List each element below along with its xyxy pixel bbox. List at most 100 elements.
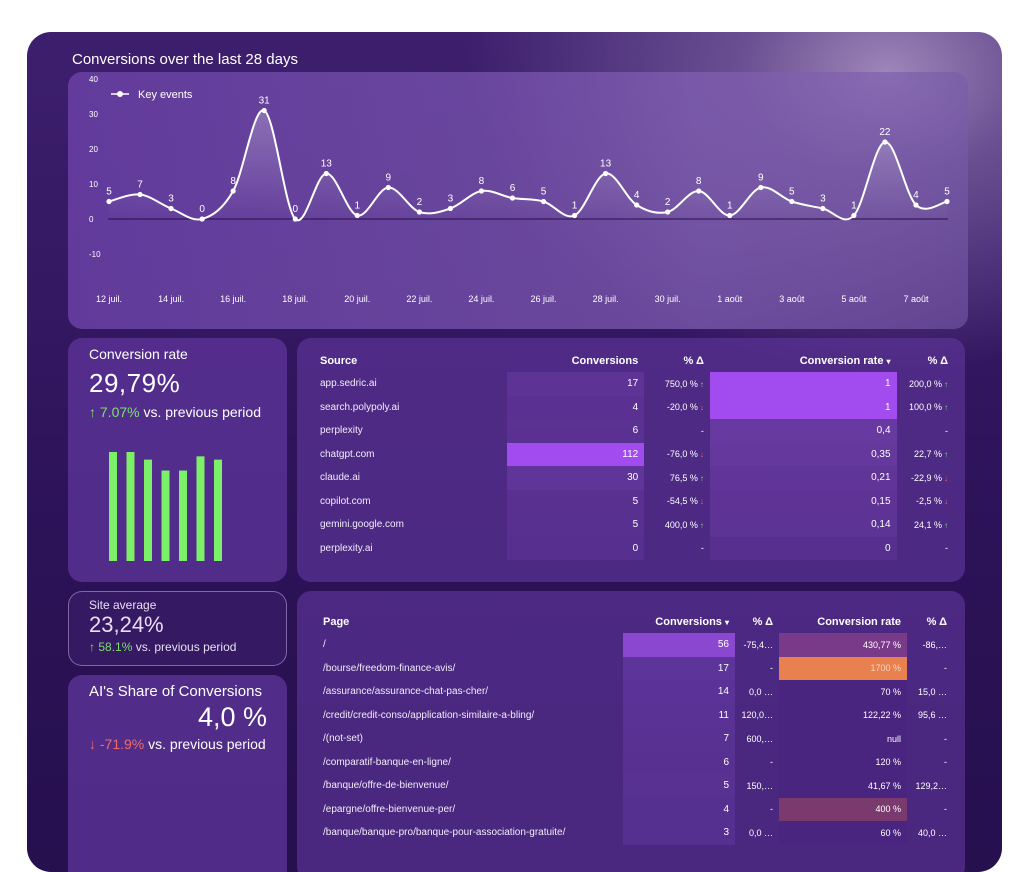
share-value: 4,0 % bbox=[197, 702, 267, 732]
data-point[interactable] bbox=[789, 198, 795, 205]
down-arrow-icon: ↓ bbox=[89, 736, 100, 752]
up-arrow-icon: ↑ bbox=[89, 640, 99, 654]
data-label: 5 bbox=[106, 187, 112, 198]
data-point[interactable] bbox=[882, 139, 888, 145]
table-row[interactable]: /epargne/offre-bienvenue-per/4-400 % - bbox=[317, 797, 953, 821]
table-row[interactable]: app.sedric.ai 17 750,0 % ↑ 1 200,0 % ↑ bbox=[314, 372, 954, 396]
table-row[interactable]: perplexity 6-0,4- bbox=[314, 419, 954, 443]
page-cell: /assurance/assurance-chat-pas-cher/ bbox=[323, 686, 489, 698]
conversion-rate-cell: 0,35 bbox=[709, 442, 897, 466]
data-point[interactable] bbox=[478, 188, 485, 194]
rate-delta-cell: 100,0 % ↑ bbox=[897, 396, 954, 420]
col-conv-delta[interactable]: % Δ bbox=[752, 616, 773, 628]
conversion-rate-cell: 60 % bbox=[779, 821, 907, 845]
col-conversions[interactable]: Conversions bbox=[571, 355, 639, 367]
data-point[interactable] bbox=[447, 205, 454, 212]
page-cell: /banque/offre-de-bienvenue/ bbox=[323, 780, 449, 792]
page-cell: / bbox=[323, 639, 326, 651]
data-label: 13 bbox=[600, 159, 612, 170]
site-average-card: Site average 23,24% ↑ 58.1% vs. previous… bbox=[68, 591, 287, 666]
table-row[interactable]: /comparatif-banque-en-ligne/6-120 % - bbox=[317, 750, 953, 774]
data-point[interactable] bbox=[820, 205, 826, 212]
kpi-bar bbox=[109, 452, 117, 561]
col-conv-delta[interactable]: % Δ bbox=[683, 355, 704, 367]
conversions-cell: 5 bbox=[506, 513, 645, 537]
conversions-cell: 6 bbox=[623, 750, 735, 774]
data-label: 1 bbox=[727, 201, 733, 212]
data-point[interactable] bbox=[323, 170, 329, 177]
x-tick-label: 14 juil. bbox=[158, 294, 184, 304]
rate-delta-cell: - bbox=[944, 757, 947, 768]
table-row[interactable]: /(not-set) 7 600,… null - bbox=[317, 727, 953, 751]
table-row[interactable]: gemini.google.com 5 400,0 % ↑ 0,14 24,1 % ↑ bbox=[314, 513, 954, 537]
table-row[interactable]: /banque/offre-de-bienvenue/5 150,… 41,67 %… bbox=[317, 774, 953, 798]
data-point[interactable] bbox=[634, 202, 640, 208]
data-point[interactable] bbox=[540, 198, 547, 205]
source-cell: perplexity bbox=[320, 425, 363, 437]
kpi-bar-chart bbox=[109, 452, 222, 561]
rate-delta-cell: -22,9 % ↓ bbox=[897, 466, 954, 490]
col-conversion-rate[interactable]: Conversion rate ▾ bbox=[710, 350, 897, 372]
page-table-card: Page Conversions ▾ % Δ Conversion rate %… bbox=[297, 591, 965, 872]
source-cell: gemini.google.com bbox=[320, 519, 404, 531]
delta-value: - bbox=[945, 543, 948, 554]
col-conversions[interactable]: Conversions ▾ bbox=[623, 611, 735, 633]
col-rate-delta[interactable]: % Δ bbox=[927, 355, 948, 367]
share-change-suffix: vs. previous period bbox=[144, 736, 266, 752]
col-conv-label: Conversions bbox=[655, 616, 722, 628]
kpi-change-suffix: vs. previous period bbox=[139, 404, 261, 420]
col-source[interactable]: Source bbox=[320, 355, 358, 367]
data-point[interactable] bbox=[571, 212, 578, 219]
data-point[interactable] bbox=[758, 184, 764, 191]
data-point[interactable] bbox=[292, 216, 298, 222]
data-point[interactable] bbox=[416, 209, 422, 215]
data-label: 8 bbox=[230, 176, 236, 187]
data-point[interactable] bbox=[106, 198, 112, 205]
col-rate-delta[interactable]: % Δ bbox=[926, 616, 947, 628]
data-point[interactable] bbox=[137, 191, 143, 198]
data-point[interactable] bbox=[199, 216, 205, 222]
table-row[interactable]: /credit/credit-conso/application-similai… bbox=[317, 703, 953, 727]
table-row[interactable]: /bourse/freedom-finance-avis/17-1700 % - bbox=[317, 656, 953, 680]
table-row[interactable]: / 56 -75,4… 430,77 % -86,… bbox=[317, 633, 953, 657]
data-point[interactable] bbox=[602, 170, 609, 177]
table-row[interactable]: /assurance/assurance-chat-pas-cher/14 0,0… bbox=[317, 680, 953, 704]
conv-delta-cell: - bbox=[644, 537, 710, 561]
data-label: 1 bbox=[572, 201, 578, 212]
conv-delta-cell: 750,0 % ↑ bbox=[644, 372, 710, 396]
data-point[interactable] bbox=[261, 107, 267, 114]
data-point[interactable] bbox=[509, 195, 516, 201]
conversions-cell: 0 bbox=[506, 536, 645, 560]
kpi-bar bbox=[144, 459, 152, 561]
data-point[interactable] bbox=[944, 198, 950, 205]
col-page[interactable]: Page bbox=[323, 616, 350, 628]
share-change: ↓ -71.9% vs. previous period bbox=[89, 736, 266, 752]
table-row[interactable]: chatgpt.com 112 -76,0 % ↓ 0,35 22,7 % ↑ bbox=[314, 442, 954, 466]
col-conversion-rate[interactable]: Conversion rate bbox=[817, 616, 901, 628]
x-tick-label: 1 août bbox=[717, 294, 743, 304]
conversion-rate-cell: 430,77 % bbox=[779, 633, 907, 657]
source-cell: claude.ai bbox=[320, 472, 361, 484]
table-row[interactable]: /banque/banque-pro/banque-pour-associati… bbox=[317, 821, 953, 845]
source-table-card: Source Conversions % Δ Conversion rate ▾… bbox=[297, 338, 965, 582]
table-row[interactable]: copilot.com 5 -54,5 % ↓ 0,15 -2,5 % ↓ bbox=[314, 489, 954, 513]
x-tick-label: 22 juil. bbox=[406, 294, 432, 304]
y-tick-label: 40 bbox=[89, 75, 98, 84]
table-row[interactable]: search.polypoly.ai 4 -20,0 % ↓ 1 100,0 % ↑ bbox=[314, 395, 954, 420]
data-point[interactable] bbox=[851, 212, 857, 219]
conv-delta-cell: 76,5 % ↑ bbox=[644, 466, 710, 490]
data-point[interactable] bbox=[696, 188, 702, 194]
data-point[interactable] bbox=[727, 212, 733, 219]
table-row[interactable]: perplexity.ai 0-0- bbox=[314, 536, 954, 561]
data-point[interactable] bbox=[665, 209, 671, 215]
data-point[interactable] bbox=[230, 188, 236, 194]
data-point[interactable] bbox=[354, 212, 360, 219]
data-point[interactable] bbox=[385, 184, 391, 191]
table-row[interactable]: claude.ai 30 76,5 % ↑ 0,21 -22,9 % ↓ bbox=[314, 466, 954, 490]
data-label: 3 bbox=[820, 194, 826, 205]
y-tick-label: -10 bbox=[89, 250, 101, 259]
data-point[interactable] bbox=[168, 205, 174, 212]
down-arrow-icon: ↓ bbox=[944, 497, 948, 507]
data-point[interactable] bbox=[913, 202, 919, 208]
rate-delta-cell: 40,0 … bbox=[917, 827, 947, 838]
